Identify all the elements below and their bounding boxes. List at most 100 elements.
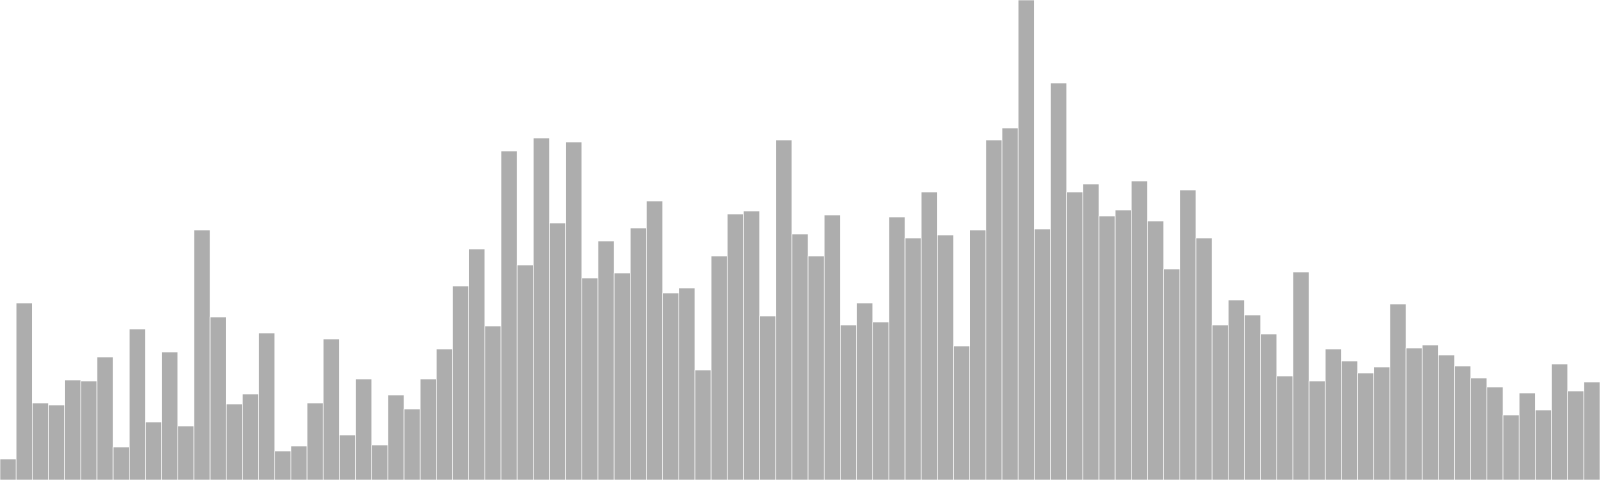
- bar-79: [1276, 375, 1294, 480]
- bar-28: [452, 285, 469, 480]
- bar-27: [436, 348, 453, 480]
- bar-73: [1179, 189, 1197, 480]
- bar-12: [193, 229, 211, 480]
- bar-91: [1470, 377, 1488, 480]
- bar-4: [64, 379, 82, 480]
- bar-14: [225, 403, 243, 480]
- bar-31: [500, 150, 518, 480]
- bar-47: [759, 315, 777, 480]
- bar-5: [80, 380, 98, 480]
- bar-65: [1050, 82, 1067, 480]
- bar-66: [1066, 191, 1084, 480]
- bar-21: [339, 434, 356, 480]
- bar-41: [662, 292, 680, 480]
- bar-39: [630, 227, 647, 480]
- bar-17: [274, 450, 292, 480]
- bar-60: [969, 229, 987, 480]
- bar-11: [177, 425, 195, 480]
- bar-64: [1034, 228, 1051, 480]
- bar-37: [597, 240, 615, 480]
- bar-90: [1454, 365, 1472, 480]
- bar-24: [387, 394, 405, 480]
- bar-44: [710, 255, 728, 480]
- bar-45: [726, 213, 744, 480]
- bar-40: [646, 200, 663, 480]
- bar-52: [840, 324, 857, 480]
- bar-58: [937, 234, 954, 480]
- bar-19: [306, 402, 324, 480]
- bar-95: [1535, 409, 1552, 480]
- bar-9: [145, 421, 162, 480]
- bar-82: [1324, 348, 1342, 480]
- bar-55: [888, 216, 906, 480]
- bar-42: [678, 287, 696, 480]
- bar-70: [1131, 180, 1148, 480]
- bar-97: [1567, 390, 1585, 480]
- bar-76: [1227, 299, 1245, 480]
- bar-7: [112, 446, 130, 480]
- bar-89: [1438, 354, 1455, 480]
- bar-78: [1260, 333, 1278, 480]
- bar-20: [322, 338, 340, 480]
- bar-54: [872, 321, 890, 480]
- bar-22: [355, 378, 373, 480]
- bar-49: [791, 233, 809, 480]
- bar-86: [1389, 303, 1407, 480]
- bar-94: [1518, 392, 1536, 480]
- bar-57: [920, 191, 938, 480]
- bar-88: [1421, 344, 1439, 480]
- bar-25: [403, 408, 421, 480]
- bar-98: [1583, 381, 1600, 480]
- bar-84: [1357, 372, 1375, 480]
- bar-46: [743, 210, 760, 480]
- bar-59: [953, 345, 970, 480]
- bar-10: [161, 351, 179, 480]
- bar-93: [1502, 414, 1520, 480]
- bar-77: [1244, 314, 1261, 480]
- bar-13: [209, 316, 227, 480]
- bar-71: [1147, 220, 1164, 480]
- bar-96: [1551, 363, 1568, 480]
- bar-75: [1211, 324, 1229, 480]
- bar-34: [549, 222, 566, 480]
- bar-69: [1114, 209, 1132, 480]
- bar-74: [1195, 237, 1213, 480]
- bar-16: [258, 332, 276, 480]
- bar-92: [1486, 386, 1504, 480]
- bar-68: [1098, 215, 1116, 480]
- bar-63: [1017, 0, 1035, 480]
- bar-87: [1405, 347, 1423, 480]
- bar-3: [48, 404, 65, 480]
- bar-29: [468, 248, 486, 480]
- bar-6: [96, 356, 114, 480]
- bar-50: [807, 255, 825, 480]
- bar-26: [419, 378, 437, 480]
- bar-0: [0, 458, 17, 480]
- bar-36: [581, 277, 599, 480]
- bar-48: [775, 139, 793, 480]
- bar-62: [1001, 127, 1019, 480]
- bar-72: [1163, 268, 1181, 480]
- bar-43: [694, 369, 712, 480]
- bar-35: [565, 141, 583, 480]
- bar-32: [516, 264, 534, 480]
- bar-38: [613, 272, 631, 480]
- bar-85: [1373, 366, 1391, 480]
- bar-1: [15, 302, 33, 480]
- bar-18: [290, 445, 308, 480]
- bar-30: [484, 325, 502, 480]
- bar-56: [904, 237, 922, 480]
- bar-83: [1341, 360, 1358, 480]
- bar-33: [533, 137, 550, 480]
- bar-53: [856, 302, 874, 480]
- bar-15: [242, 393, 259, 480]
- bar-51: [823, 214, 841, 480]
- bar-61: [985, 139, 1003, 480]
- bar-67: [1082, 183, 1100, 480]
- bar-81: [1308, 380, 1326, 480]
- bar-80: [1292, 271, 1310, 480]
- bar-2: [32, 402, 49, 480]
- bar-8: [128, 328, 146, 480]
